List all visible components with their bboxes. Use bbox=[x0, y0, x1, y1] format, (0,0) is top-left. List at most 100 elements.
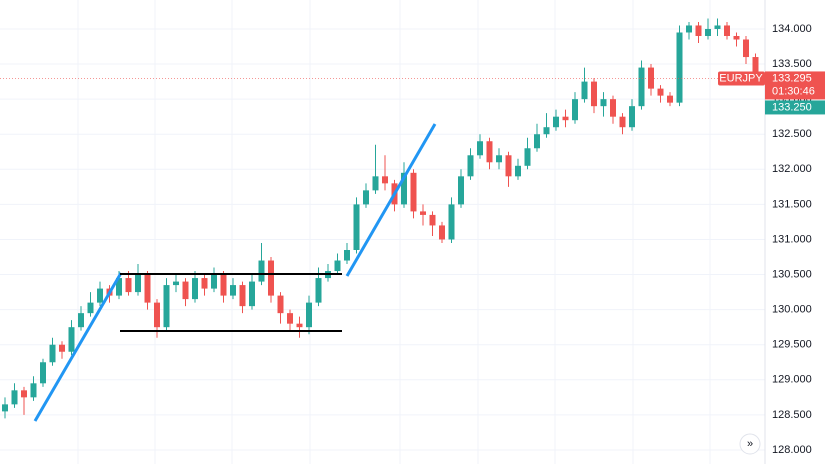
candle-body bbox=[239, 285, 246, 307]
candle-body bbox=[154, 302, 160, 328]
candle-body bbox=[534, 134, 540, 149]
y-tick-label: 130.000 bbox=[772, 304, 812, 316]
candle-body bbox=[97, 288, 103, 303]
candle-body bbox=[78, 313, 84, 328]
candle-body bbox=[458, 176, 464, 205]
candle-body bbox=[125, 278, 132, 293]
second-price-label: 133.250 bbox=[772, 101, 812, 113]
scroll-button-circle[interactable] bbox=[739, 433, 761, 455]
candle-body bbox=[382, 176, 388, 184]
candle-body bbox=[49, 344, 56, 363]
candle-body bbox=[505, 155, 512, 177]
candle-body bbox=[619, 116, 626, 128]
countdown-label: 01:30:46 bbox=[772, 85, 815, 97]
candle-body bbox=[591, 81, 597, 107]
candle-body bbox=[344, 249, 350, 261]
candle-body bbox=[230, 285, 236, 296]
candle-body bbox=[420, 211, 426, 215]
candle-body bbox=[496, 155, 502, 163]
candle-body bbox=[315, 278, 322, 303]
candle-body bbox=[572, 99, 578, 121]
y-tick-label: 130.500 bbox=[772, 268, 812, 280]
candle-body bbox=[40, 362, 46, 384]
candle-body bbox=[543, 127, 550, 135]
candle-body bbox=[173, 281, 179, 286]
candle-body bbox=[87, 302, 94, 314]
symbol-tag: EURJPY bbox=[719, 72, 763, 84]
candle-body bbox=[467, 155, 474, 177]
candle-body bbox=[277, 295, 284, 314]
candle-body bbox=[249, 281, 255, 307]
last-price-tag-bg bbox=[765, 71, 825, 100]
candle-body bbox=[410, 172, 417, 212]
candle-body bbox=[353, 204, 360, 250]
y-tick-label: 131.000 bbox=[772, 233, 812, 245]
symbol-tag-bg bbox=[718, 71, 765, 86]
candle-body bbox=[192, 278, 198, 300]
candle-body bbox=[562, 116, 569, 121]
candle-body bbox=[429, 214, 436, 226]
candle-body bbox=[581, 81, 588, 100]
candle-body bbox=[116, 278, 122, 296]
drawings bbox=[33, 123, 437, 422]
candle-body bbox=[2, 404, 8, 412]
candle-body bbox=[306, 302, 312, 328]
candle-body bbox=[144, 274, 151, 303]
candle-body bbox=[676, 32, 683, 103]
candle-body bbox=[59, 344, 65, 352]
candle-body bbox=[553, 116, 559, 128]
candle-body bbox=[296, 323, 303, 328]
candle-body bbox=[372, 176, 379, 191]
candle-body bbox=[638, 67, 645, 107]
candle-body bbox=[752, 57, 759, 79]
y-tick-label: 132.500 bbox=[772, 128, 812, 140]
candle-body bbox=[220, 274, 227, 296]
y-tick-label: 129.500 bbox=[772, 339, 812, 351]
candle-body bbox=[524, 148, 531, 166]
candle-body bbox=[657, 88, 664, 96]
candle-body bbox=[135, 274, 141, 293]
candle-body bbox=[667, 95, 673, 103]
candle-body bbox=[211, 274, 217, 289]
candle-body bbox=[686, 25, 692, 33]
candle-body bbox=[610, 99, 616, 117]
last-price-label: 133.295 bbox=[772, 72, 812, 84]
candle-body bbox=[600, 99, 607, 107]
candle-body bbox=[163, 285, 170, 328]
candle-body bbox=[287, 313, 293, 324]
candle-body bbox=[268, 260, 274, 296]
candle-body bbox=[724, 25, 730, 36]
candle-body bbox=[334, 260, 341, 272]
candle-body bbox=[182, 281, 189, 300]
y-tick-label: 129.000 bbox=[772, 374, 812, 386]
candle-body bbox=[743, 39, 749, 58]
y-tick-label: 134.000 bbox=[772, 23, 812, 35]
candle-body bbox=[448, 204, 455, 240]
candle-body bbox=[30, 383, 37, 398]
candle-body bbox=[68, 327, 75, 352]
trend-line bbox=[345, 123, 437, 277]
candle-body bbox=[201, 278, 208, 289]
y-tick-label: 133.500 bbox=[772, 58, 812, 70]
candle-body bbox=[21, 390, 27, 398]
scroll-button-label[interactable]: » bbox=[747, 438, 753, 450]
candle-body bbox=[258, 260, 265, 282]
scroll-button[interactable]: » bbox=[739, 433, 761, 455]
candle-body bbox=[363, 190, 369, 205]
candle-body bbox=[714, 25, 721, 29]
second-price-tag-bg bbox=[765, 100, 825, 115]
trend-line bbox=[33, 272, 123, 422]
y-tick-label: 128.000 bbox=[772, 444, 812, 456]
candle-body bbox=[733, 35, 740, 40]
candle-body bbox=[486, 141, 493, 163]
y-tick-label: 131.500 bbox=[772, 198, 812, 210]
candle-body bbox=[401, 172, 407, 205]
y-tick-label: 128.500 bbox=[772, 409, 812, 421]
candle-body bbox=[705, 28, 711, 36]
candle-body bbox=[515, 165, 521, 177]
candle-body bbox=[695, 25, 702, 36]
candle-body bbox=[439, 225, 445, 240]
candle-body bbox=[477, 141, 483, 156]
